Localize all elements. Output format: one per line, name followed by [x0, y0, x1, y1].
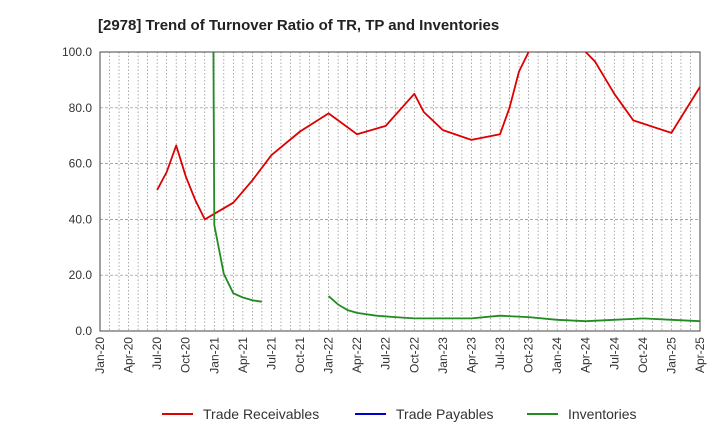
y-tick-label: 60.0	[69, 157, 93, 171]
legend-label-trade-payables: Trade Payables	[396, 406, 494, 422]
x-tick-label: Jul-23	[493, 337, 507, 370]
x-tick-label: Apr-20	[122, 337, 136, 373]
y-axis-ticks: 0.0 20.0 40.0 60.0 80.0 100.0	[62, 45, 92, 338]
x-tick-label: Jan-23	[436, 337, 450, 374]
x-tick-label: Jan-20	[93, 337, 107, 374]
series-line-inventories	[212, 52, 263, 303]
x-tick-label: Jan-24	[550, 337, 564, 374]
series-group	[156, 52, 700, 323]
x-tick-label: Jul-21	[264, 337, 278, 370]
grid-lines	[100, 52, 700, 331]
x-tick-label: Jul-24	[607, 337, 621, 370]
x-tick-label: Jul-20	[150, 337, 164, 370]
x-tick-label: Jan-25	[664, 337, 678, 374]
legend-label-inventories: Inventories	[568, 406, 636, 422]
y-tick-label: 80.0	[69, 101, 93, 115]
x-tick-label: Jan-21	[207, 337, 221, 374]
series-line-inventories	[328, 295, 700, 323]
y-tick-label: 100.0	[62, 45, 92, 59]
x-tick-label: Oct-24	[636, 337, 650, 373]
y-tick-label: 40.0	[69, 212, 93, 226]
x-axis-ticks: Jan-20 Apr-20 Jul-20 Oct-20 Jan-21 Apr-21 Jul-…	[93, 337, 707, 374]
x-tick-label: Oct-23	[522, 337, 536, 373]
x-tick-label: Apr-21	[236, 337, 250, 373]
x-tick-label: Apr-23	[464, 337, 478, 373]
plot-area-frame	[99, 51, 701, 332]
legend-label-trade-receivables: Trade Receivables	[203, 406, 319, 422]
x-tick-label: Oct-21	[293, 337, 307, 373]
series-line-trade-receivables	[156, 52, 700, 221]
x-tick-label: Jul-22	[379, 337, 393, 370]
x-tick-label: Oct-22	[407, 337, 421, 373]
x-tick-label: Apr-24	[579, 337, 593, 373]
y-tick-label: 20.0	[69, 268, 93, 282]
x-tick-label: Jan-22	[322, 337, 336, 374]
legend: Trade Receivables Trade Payables Invento…	[162, 406, 636, 422]
x-tick-label: Apr-22	[350, 337, 364, 373]
chart-title: [2978] Trend of Turnover Ratio of TR, TP…	[98, 17, 499, 34]
x-tick-label: Oct-20	[179, 337, 193, 373]
x-tick-label: Apr-25	[693, 337, 707, 373]
y-tick-label: 0.0	[75, 324, 92, 338]
